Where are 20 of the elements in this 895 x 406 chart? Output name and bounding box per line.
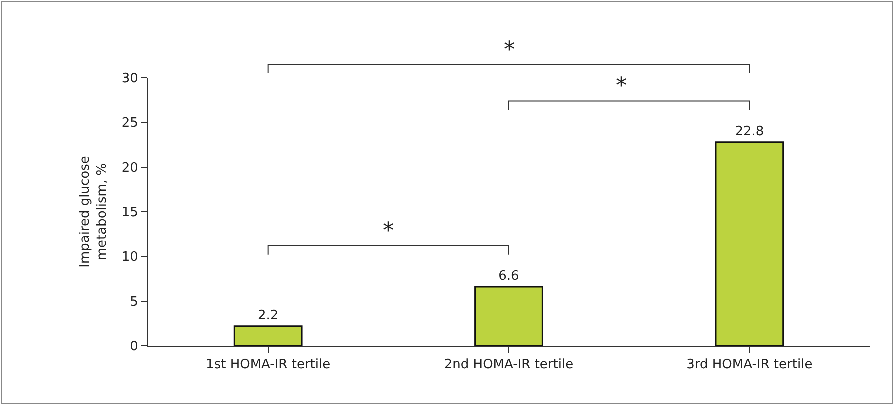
annotation: * [616,74,627,99]
x-tick-label: 3rd HOMA-IR tertile [686,358,813,373]
data-label: 6.6 [498,269,520,284]
y-tick-label: 30 [122,72,138,87]
y-tick-label: 20 [122,160,138,176]
y-tick-label: 15 [122,206,138,221]
y-tick-label: 25 [122,116,138,132]
bar [715,142,784,346]
y-tick-label: 0 [130,340,138,355]
text: * [504,38,515,63]
data-label: 22.8 [735,124,764,140]
x-tick-label: 2nd HOMA-IR tertile [444,358,574,373]
y-tick-label: 5 [130,294,138,310]
annotation: * [383,219,394,244]
bar [474,286,544,346]
y-axis-title: Impaired glucose metabolism, % [78,156,110,268]
x-tick-label: 1st HOMA-IR tertile [206,358,331,373]
bar [234,326,303,346]
data-label: 2.2 [258,308,279,324]
y-tick-label: 10 [122,250,138,266]
